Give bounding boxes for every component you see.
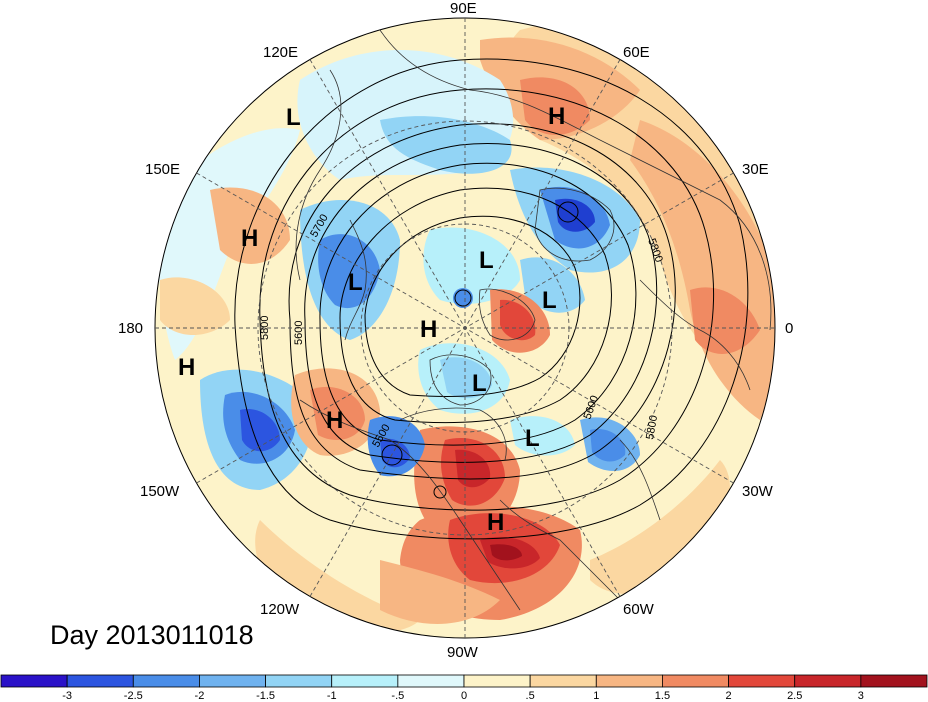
contour-label: 5800 (259, 316, 271, 340)
colorbar-box (728, 674, 796, 688)
colorbar-box (860, 674, 928, 688)
graticule (155, 18, 775, 638)
lon-label-180: 180 (118, 320, 143, 337)
colorbar-box (132, 674, 200, 688)
colorbar-box (463, 674, 531, 688)
longitude-labels: 90E 60E 30E 0 30W 60W 90W 120W 150W 180 … (118, 0, 793, 661)
low-marker: L (286, 104, 301, 131)
contour-labels: 5700 5800 5600 5800 5500 5600 5800 (259, 212, 665, 449)
lon-label-30e: 30E (742, 161, 769, 178)
colorbar-tick-label: 3 (858, 690, 864, 702)
high-marker: H (420, 316, 437, 343)
low-marker: L (542, 287, 557, 314)
colorbar-box (397, 674, 465, 688)
height-contours (234, 58, 749, 540)
colorbar-box (331, 674, 399, 688)
colorbar-tick-label: -3 (62, 690, 72, 702)
coastlines (295, 29, 772, 611)
colorbar-boxes (0, 674, 928, 688)
lon-label-120w: 120W (260, 601, 300, 618)
colorbar-ticks: -3 -2.5 -2 -1.5 -1 -.5 0 .5 1 1.5 2 2.5 3 (62, 690, 864, 702)
colorbar-tick-label: -.5 (391, 690, 404, 702)
colorbar-tick-label: 2.5 (787, 690, 802, 702)
colorbar-tick-label: -1 (327, 690, 337, 702)
colorbar-box (595, 674, 663, 688)
lon-label-150w: 150W (140, 483, 180, 500)
high-marker: H (487, 509, 504, 536)
colorbar-tick-label: -2.5 (124, 690, 143, 702)
low-marker: L (479, 247, 494, 274)
high-marker: H (241, 225, 258, 252)
colorbar-tick-label: -2 (195, 690, 205, 702)
lon-label-60e: 60E (623, 44, 650, 61)
colorbar-box (265, 674, 333, 688)
high-marker: H (178, 354, 195, 381)
colorbar-box (66, 674, 134, 688)
colorbar-tick-label: .5 (526, 690, 535, 702)
pressure-centers: H L H L L L H H L H L H (178, 103, 565, 536)
high-marker: H (326, 407, 343, 434)
colorbar-box (199, 674, 266, 688)
colorbar-tick-label: 0 (461, 690, 467, 702)
colorbar: -3 -2.5 -2 -1.5 -1 -.5 0 .5 1 1.5 2 2.5 3 (0, 674, 928, 702)
colorbar-tick-label: 2 (726, 690, 732, 702)
lon-label-0: 0 (785, 320, 793, 337)
low-marker: L (525, 425, 540, 452)
colorbar-box (529, 674, 597, 688)
colorbar-box (0, 674, 68, 688)
high-marker: H (548, 103, 565, 130)
polar-map: 5700 5800 5600 5800 5500 5600 5800 H L H… (118, 0, 793, 661)
lon-label-120e: 120E (263, 44, 298, 61)
colorbar-tick-label: -1.5 (256, 690, 275, 702)
colorbar-box (662, 674, 729, 688)
lon-label-150e: 150E (145, 161, 180, 178)
lon-label-30w: 30W (742, 483, 774, 500)
colorbar-box (794, 674, 862, 688)
day-label: Day 2013011018 (50, 620, 254, 650)
lon-label-60w: 60W (623, 601, 655, 618)
colorbar-tick-label: 1.5 (655, 690, 670, 702)
lon-label-90e: 90E (450, 0, 477, 17)
lon-label-90w: 90W (447, 644, 479, 661)
low-marker: L (472, 370, 487, 397)
low-marker: L (348, 269, 363, 296)
contour-label: 5600 (293, 321, 305, 345)
colorbar-tick-label: 1 (593, 690, 599, 702)
contour-label: 5800 (644, 414, 660, 440)
